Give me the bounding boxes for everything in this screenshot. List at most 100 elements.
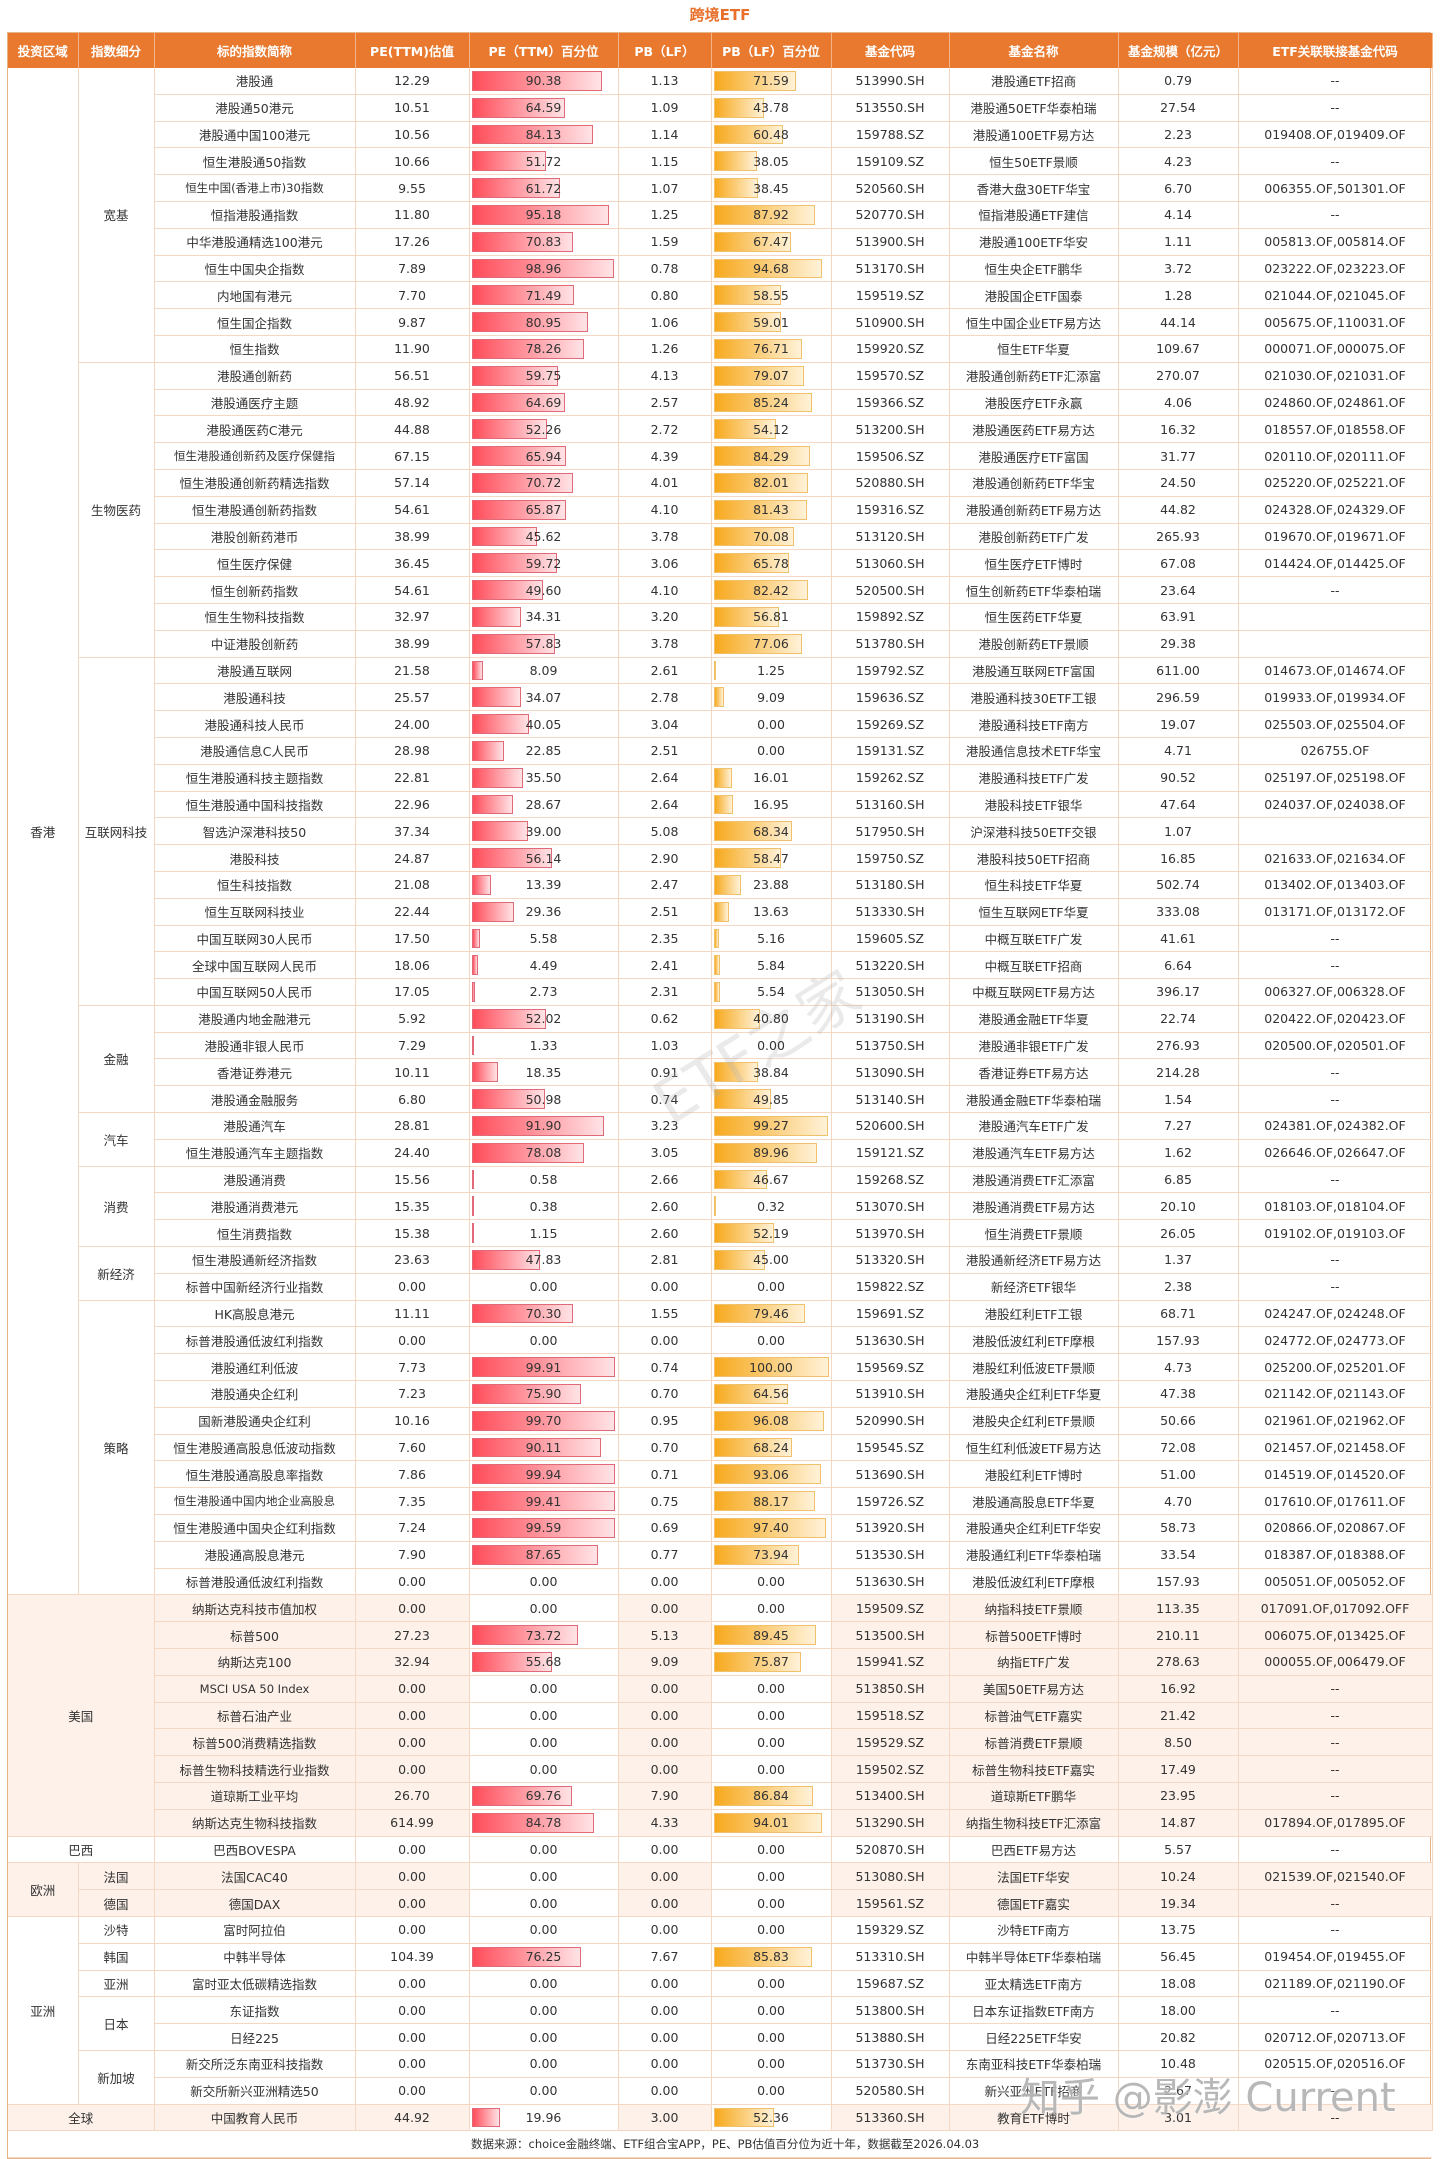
feeder-codes-cell: 017091.OF,017092.OFF [1238,1594,1433,1623]
fund-code-cell: 513330.SH [831,898,950,926]
fund-code-cell: 513290.SH [831,1809,950,1837]
pb-percentile-cell: 46.67 [711,1166,832,1194]
pe-percentile-cell: 90.38 [469,68,619,95]
fund-name-cell: 中概互联ETF广发 [949,925,1119,953]
col-header-pe[interactable]: PE(TTM)估值 [355,33,470,68]
feeder-codes-cell [1238,817,1433,846]
pb-cell: 0.00 [618,1594,712,1623]
fund-size-cell: 24.50 [1118,469,1239,497]
pb-percentile-bar [713,124,784,145]
subcategory-cell: 亚洲 [78,1970,155,1998]
fund-size-cell: 0.79 [1118,68,1239,95]
pe-percentile-value: 91.90 [525,1118,562,1134]
pb-percentile-value: 16.01 [753,770,789,786]
pb-percentile-bar [713,874,741,895]
pe-percentile-cell: 78.26 [469,335,619,363]
pb-percentile-bar [713,982,720,1002]
index-name-cell: 国新港股通央企红利 [154,1407,356,1435]
fund-code-cell: 513780.SH [831,630,950,658]
pb-cell: 4.39 [618,442,712,470]
pb-percentile-bar [713,231,792,252]
fund-name-cell: 中概互联ETF招商 [949,951,1119,980]
pe-percentile-cell: 70.30 [469,1300,619,1328]
index-name-cell: 恒生港股通汽车主题指数 [154,1139,356,1167]
table-row: 欧洲 法国 法国CAC40 0.00 0.00 0.00 0.00 513080.SH 法国ET… [8,1862,1433,1917]
pb-cell: 5.13 [618,1621,712,1650]
col-header-region[interactable]: 投资区域 [8,33,79,68]
pb-percentile-cell: 38.45 [711,174,832,202]
pb-percentile-cell: 52.19 [711,1219,832,1248]
feeder-codes-cell: 005813.OF,005814.OF [1238,228,1433,256]
pe-percentile-cell: 64.59 [469,94,619,122]
col-header-fund-code[interactable]: 基金代码 [831,33,950,68]
pe-cell: 11.80 [355,201,470,229]
feeder-codes-cell: -- [1238,1889,1433,1917]
feeder-codes-cell: -- [1238,925,1433,953]
col-header-subcategory[interactable]: 指数细分 [78,33,155,68]
fund-code-cell: 159529.SZ [831,1728,950,1757]
index-name-cell: 港股通央企红利 [154,1380,356,1408]
pb-cell: 0.00 [618,1568,712,1596]
pb-cell: 0.00 [618,1836,712,1864]
index-name-cell: 港股科技 [154,844,356,872]
table-row: 互联网科技 港股通互联网 21.58 8.09 2.61 1.25 159792.SZ 港股通… [8,657,1433,1006]
pb-percentile-value: 0.00 [757,1734,785,1750]
feeder-codes-cell: 019933.OF,019934.OF [1238,683,1433,712]
fund-code-cell: 513690.SH [831,1460,950,1489]
fund-code-cell: 513140.SH [831,1085,950,1114]
pb-percentile-value: 99.27 [753,1118,789,1134]
subcategory-cell: 韩国 [78,1943,155,1971]
table-row: 港股通科技人民币 24.00 40.05 3.04 0.00 159269.SZ 港股通科技… [8,710,1433,738]
fund-code-cell: 159636.SZ [831,683,950,712]
col-header-fund-name[interactable]: 基金名称 [949,33,1119,68]
col-header-pb[interactable]: PB（LF） [618,33,712,68]
fund-name-cell: 港股通新经济ETF易方达 [949,1246,1119,1274]
pb-percentile-value: 85.83 [753,1949,789,1965]
feeder-codes-cell: 021457.OF,021458.OF [1238,1434,1433,1462]
pb-cell: 3.78 [618,630,712,658]
fund-size-cell: 67.08 [1118,549,1239,578]
pb-percentile-cell: 56.81 [711,603,832,631]
index-name-cell: 恒生港股通科技主题指数 [154,764,356,792]
region-cell: 欧洲 [8,1862,79,1917]
fund-size-cell: 502.74 [1118,871,1239,899]
pe-cell: 10.66 [355,147,470,176]
col-header-index-name[interactable]: 标的指数简称 [154,33,356,68]
fund-size-cell: 23.95 [1118,1782,1239,1810]
pe-percentile-cell: 99.91 [469,1353,619,1382]
table-row: 恒生港股通高股息低波动指数 7.60 90.11 0.70 68.24 159545.SZ… [8,1434,1433,1462]
pe-cell: 18.06 [355,951,470,980]
fund-name-cell: 恒生科技ETF华夏 [949,871,1119,899]
pb-percentile-value: 82.42 [753,582,789,598]
fund-size-cell: 22.74 [1118,1005,1239,1033]
pb-percentile-bar [713,499,808,520]
pb-percentile-cell: 100.00 [711,1353,832,1382]
pe-percentile-cell: 76.25 [469,1943,619,1971]
index-name-cell: 恒生港股通中国内地企业高股息 [154,1487,356,1516]
region-cell: 亚洲 [8,1916,79,2105]
pe-cell: 9.55 [355,174,470,202]
col-header-pe-percentile[interactable]: PE（TTM）百分位 [469,33,619,68]
pe-percentile-cell: 13.39 [469,871,619,899]
pb-cell: 2.81 [618,1246,712,1274]
col-header-fund-size[interactable]: 基金规模（亿元） [1118,33,1239,68]
table-row: MSCI USA 50 Index 0.00 0.00 0.00 0.00 513850.… [8,1675,1433,1703]
feeder-codes-cell: 023222.OF,023223.OF [1238,255,1433,283]
pb-percentile-cell: 23.88 [711,871,832,899]
pb-percentile-bar [713,365,805,386]
fund-size-cell: 4.70 [1118,1487,1239,1516]
pb-cell: 0.71 [618,1460,712,1489]
pe-cell: 27.23 [355,1621,470,1650]
col-header-pb-percentile[interactable]: PB（LF）百分位 [711,33,832,68]
pe-percentile-bar [471,258,614,279]
pb-percentile-bar [713,285,781,306]
pb-percentile-cell: 0.00 [711,1326,832,1355]
fund-code-cell: 159605.SZ [831,925,950,953]
fund-name-cell: 德国ETF嘉实 [949,1889,1119,1917]
fund-code-cell: 159570.SZ [831,362,950,390]
col-header-feeder-codes[interactable]: ETF关联联接基金代码 [1238,33,1433,68]
pb-percentile-bar [713,204,815,225]
region-cell: 香港 [8,68,79,1596]
fund-size-cell: 265.93 [1118,523,1239,551]
pb-percentile-bar [713,1812,822,1833]
